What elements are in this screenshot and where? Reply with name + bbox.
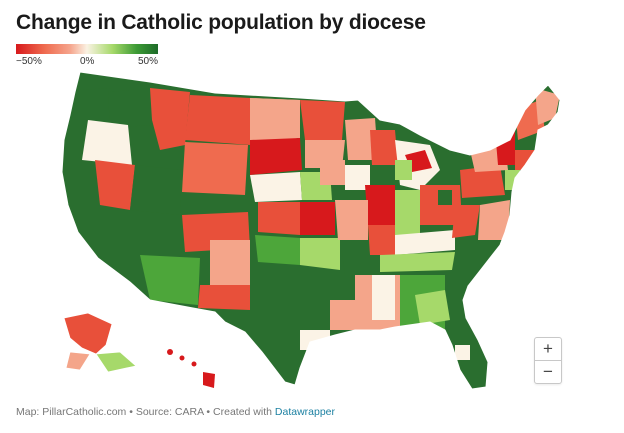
separator: • (126, 406, 136, 418)
region-illinois-north (365, 185, 396, 225)
region-hawaii-oahu (179, 355, 185, 361)
legend-labels: −50% 0% 50% (16, 54, 158, 68)
zoom-out-button[interactable]: − (535, 360, 561, 383)
region-nevada-north (95, 160, 135, 210)
region-alaska-west (65, 351, 91, 371)
separator: • (203, 406, 214, 418)
legend-max-label: 50% (137, 56, 158, 67)
region-tennessee-west (380, 252, 455, 272)
region-indiana (395, 190, 420, 235)
region-montana-west (185, 95, 250, 145)
region-south-dakota (250, 138, 302, 175)
region-virginia-north (478, 200, 510, 240)
region-michigan-west (395, 160, 412, 180)
zoom-controls: + − (534, 337, 562, 384)
region-illinois-south (368, 225, 395, 255)
region-alaska-south (95, 351, 137, 373)
region-idaho-north (150, 88, 190, 150)
source-credit: Source: CARA (135, 406, 204, 418)
hawaii-regions (167, 349, 215, 388)
region-hawaii-maui (191, 361, 197, 367)
region-louisiana-north (330, 300, 355, 330)
region-north-dakota (250, 98, 300, 140)
region-wisconsin-north (345, 118, 378, 160)
legend-min-label: −50% (16, 56, 42, 67)
color-legend: −50% 0% 50% (16, 44, 158, 68)
region-kansas-east (300, 202, 335, 235)
region-kentucky (395, 230, 455, 255)
region-washington-east (108, 88, 152, 128)
region-west-virginia (452, 205, 480, 238)
region-iowa-east (345, 165, 370, 190)
chart-title: Change in Catholic population by diocese (16, 11, 426, 34)
region-hawaii-big-island (203, 372, 215, 388)
legend-mid-label: 0% (80, 56, 95, 67)
us-outline (61, 71, 561, 390)
region-hawaii-kauai (167, 349, 173, 355)
region-pennsylvania (460, 165, 505, 198)
region-ohio-central (438, 190, 452, 205)
region-kansas-west (258, 202, 300, 235)
region-iowa-west (320, 160, 345, 185)
region-maine (535, 88, 560, 125)
region-utah (130, 165, 182, 215)
region-arizona (140, 255, 200, 305)
zoom-in-button[interactable]: + (543, 339, 553, 358)
region-nebraska-west (250, 172, 302, 202)
alaska-regions (63, 312, 137, 373)
region-missouri-north (335, 200, 368, 240)
legend-gradient-bar (16, 44, 158, 54)
map-credit: Map: PillarCatholic.com (16, 406, 127, 418)
region-mississippi (372, 275, 395, 320)
region-missouri-south (340, 240, 368, 275)
region-oklahoma-east (300, 238, 340, 270)
region-new-jersey (505, 170, 520, 190)
region-oregon (82, 120, 132, 165)
region-new-mexico-north (210, 240, 250, 290)
region-wyoming (182, 142, 248, 195)
datawrapper-link[interactable]: Datawrapper (274, 406, 336, 418)
region-new-england-south (515, 150, 535, 170)
region-minnesota-north (300, 100, 345, 140)
region-louisiana-south (300, 330, 330, 350)
region-georgia-south (415, 290, 450, 325)
region-florida-central (455, 345, 470, 360)
created-with-label: Created with (213, 406, 275, 418)
region-wisconsin-east (370, 130, 398, 165)
region-alaska-north (63, 312, 113, 355)
footer-credits: Map: PillarCatholic.com • Source: CARA •… (16, 406, 335, 418)
region-new-mexico-south (198, 285, 250, 310)
contiguous-us-regions (62, 72, 560, 389)
region-oklahoma-west (255, 235, 300, 265)
